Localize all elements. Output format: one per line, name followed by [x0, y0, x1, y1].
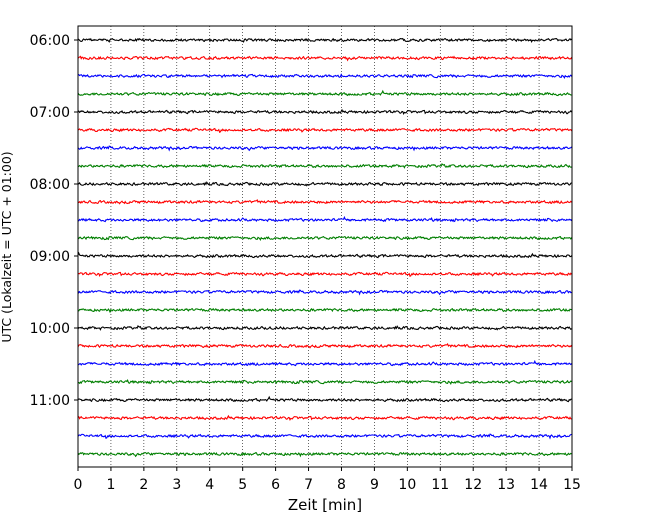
- trace-line: [77, 378, 572, 385]
- x-tick-label: 13: [497, 477, 515, 493]
- trace-line: [77, 433, 572, 440]
- x-tick-label: 2: [139, 477, 148, 493]
- x-tick-label: 14: [530, 477, 548, 493]
- plot-area: [78, 26, 572, 467]
- trace-line: [77, 55, 573, 62]
- y-tick-label: 11:00: [30, 393, 70, 409]
- y-tick-label: 10:00: [30, 321, 70, 337]
- x-tick-label: 5: [238, 477, 247, 493]
- plot-frame: [77, 25, 573, 468]
- y-tick-label: 06:00: [30, 33, 70, 49]
- x-tick-label: 11: [431, 477, 449, 493]
- x-tick-label: 4: [205, 477, 214, 493]
- x-tick-label: 12: [464, 477, 482, 493]
- x-axis: 0 1 2 3 4 5 6 7 8 9 10 11 12 13 14 15: [74, 467, 581, 493]
- trace-line: [77, 37, 572, 43]
- trace-line: [77, 359, 573, 367]
- y-axis-label: UTC (Lokalzeit = UTC + 01:00): [0, 151, 14, 342]
- traces: [77, 37, 573, 458]
- x-tick-label: 15: [563, 477, 581, 493]
- y-tick-label: 09:00: [30, 249, 70, 265]
- trace-line: [77, 73, 573, 79]
- y-axis: 06:00 07:00 08:00 09:00 10:00 11:00: [30, 33, 78, 409]
- trace-line: [77, 145, 573, 152]
- x-tick-label: 1: [106, 477, 115, 493]
- trace-line: [77, 127, 573, 134]
- trace-line: [77, 235, 573, 241]
- trace-line: [77, 89, 572, 97]
- x-tick-label: 8: [337, 477, 346, 493]
- x-tick-label: 10: [398, 477, 416, 493]
- trace-line: [77, 215, 573, 223]
- trace-line: [77, 289, 572, 296]
- y-tick-label: 08:00: [30, 177, 70, 193]
- trace-line: [77, 251, 573, 259]
- trace-line: [77, 271, 573, 278]
- x-tick-label: 7: [304, 477, 313, 493]
- trace-line: [77, 108, 573, 115]
- x-tick-label: 0: [74, 477, 83, 493]
- x-axis-label: Zeit [min]: [288, 496, 362, 514]
- trace-line: [77, 181, 572, 187]
- x-tick-label: 6: [271, 477, 280, 493]
- trace-line: [77, 199, 573, 205]
- y-tick-label: 07:00: [30, 105, 70, 121]
- trace-line: [77, 307, 572, 314]
- trace-line: [77, 343, 573, 349]
- trace-line: [77, 325, 572, 331]
- trace-line: [77, 451, 572, 458]
- trace-line: [77, 395, 572, 403]
- x-tick-label: 3: [172, 477, 181, 493]
- trace-line: [77, 414, 572, 421]
- trace-line: [77, 163, 572, 169]
- x-tick-label: 9: [370, 477, 379, 493]
